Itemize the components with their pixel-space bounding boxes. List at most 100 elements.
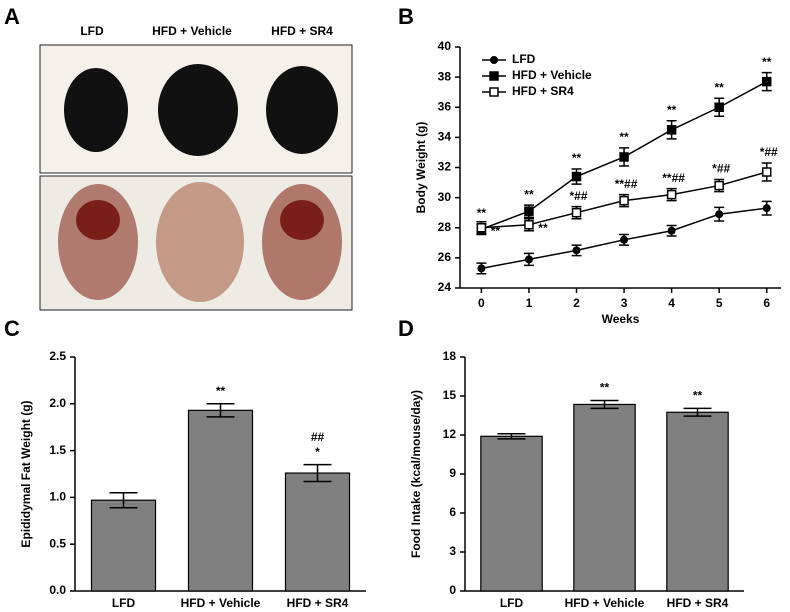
mouse (64, 68, 128, 152)
y-tick-label: 1.5 (49, 443, 66, 457)
significance: **## (615, 177, 638, 191)
y-tick-label: 1.0 (49, 490, 66, 504)
x-tick-label: HFD + SR4 (667, 596, 729, 610)
marker (572, 246, 581, 255)
error-bar (497, 432, 526, 440)
photo-label: HFD + Vehicle (152, 24, 232, 38)
y-tick-label: 0 (449, 583, 456, 597)
legend-label: HFD + Vehicle (512, 68, 592, 82)
y-tick-label: 38 (438, 69, 452, 83)
panel-label: C (4, 316, 20, 341)
y-tick-label: 40 (438, 39, 452, 53)
marker (489, 71, 499, 81)
x-tick-label: 0 (478, 296, 485, 310)
marker (571, 171, 582, 182)
significance: ** (477, 206, 487, 220)
significance: ** (667, 103, 677, 117)
organ (280, 200, 324, 240)
marker (476, 223, 487, 233)
significance: ** (762, 55, 772, 69)
bar (666, 411, 729, 592)
photo-label: LFD (80, 24, 104, 38)
y-tick-label: 3 (449, 544, 456, 558)
mouse (266, 66, 338, 154)
bar (284, 472, 351, 592)
significance: ** (491, 224, 501, 238)
marker (619, 152, 629, 162)
marker (715, 210, 724, 219)
error-bar (206, 403, 235, 418)
y-tick-label: 0.0 (49, 583, 66, 597)
marker (619, 195, 629, 206)
y-axis-label: Food Intake (kcal/mouse/day) (409, 390, 423, 558)
significance: ** (600, 381, 610, 395)
error-bar (590, 399, 619, 410)
significance: * (315, 445, 320, 459)
y-tick-label: 30 (438, 190, 452, 204)
panel-label: A (4, 4, 20, 29)
y-tick-label: 2.5 (49, 349, 66, 363)
marker (524, 255, 533, 264)
significance: ** (715, 80, 725, 94)
error-bar (683, 407, 712, 417)
significance: ** (538, 221, 548, 235)
bar (187, 409, 254, 592)
significance: *## (760, 145, 778, 159)
marker (489, 87, 499, 97)
y-tick-label: 24 (438, 280, 452, 294)
y-tick-label: 9 (449, 466, 456, 480)
bar (480, 435, 543, 592)
marker (477, 264, 486, 273)
y-tick-label: 32 (438, 160, 452, 174)
y-axis-label: Epididymal Fat Weight (g) (19, 400, 33, 547)
significance: ## (311, 430, 325, 444)
marker (620, 235, 629, 244)
photo-label: HFD + SR4 (271, 24, 333, 38)
x-tick-label: 4 (668, 296, 675, 310)
mouse (158, 64, 238, 156)
significance: *## (712, 162, 730, 176)
marker (490, 56, 498, 64)
y-tick-label: 18 (443, 349, 457, 363)
x-tick-label: HFD + Vehicle (565, 596, 645, 610)
marker (666, 189, 677, 200)
marker (762, 204, 771, 213)
marker (714, 102, 724, 112)
legend-label: LFD (512, 52, 536, 66)
y-tick-label: 0.5 (49, 536, 66, 550)
marker (524, 219, 534, 230)
x-tick-label: 1 (526, 296, 533, 310)
y-tick-label: 28 (438, 220, 452, 234)
bar (90, 499, 157, 592)
y-tick-label: 26 (438, 250, 452, 264)
marker (666, 125, 677, 135)
panel-label: B (398, 4, 414, 29)
marker (714, 180, 724, 191)
x-tick-label: 5 (716, 296, 723, 310)
y-axis-label: Body Weight (g) (414, 122, 428, 214)
photos (39, 44, 353, 311)
significance: *## (569, 189, 587, 203)
y-tick-label: 36 (438, 99, 452, 113)
y-tick-label: 15 (443, 388, 457, 402)
y-tick-label: 12 (443, 427, 457, 441)
x-tick-label: LFD (500, 596, 524, 610)
organ (76, 200, 120, 240)
marker (571, 207, 582, 218)
marker (761, 76, 772, 87)
significance: ** (572, 151, 582, 165)
error-bar (109, 491, 138, 509)
x-tick-label: 2 (573, 296, 580, 310)
x-tick-label: 6 (763, 296, 770, 310)
x-tick-label: LFD (112, 596, 136, 610)
significance: ** (216, 384, 226, 398)
significance: ** (524, 187, 534, 201)
significance: **## (662, 171, 685, 185)
y-tick-label: 34 (438, 130, 452, 144)
legend-label: HFD + SR4 (512, 84, 574, 98)
mouse (156, 182, 244, 302)
error-bar (303, 463, 332, 483)
x-axis-label: Weeks (602, 312, 640, 326)
significance: ** (693, 389, 703, 403)
